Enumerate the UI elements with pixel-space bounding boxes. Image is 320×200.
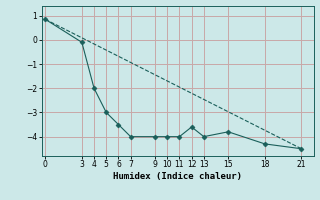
X-axis label: Humidex (Indice chaleur): Humidex (Indice chaleur) bbox=[113, 172, 242, 181]
